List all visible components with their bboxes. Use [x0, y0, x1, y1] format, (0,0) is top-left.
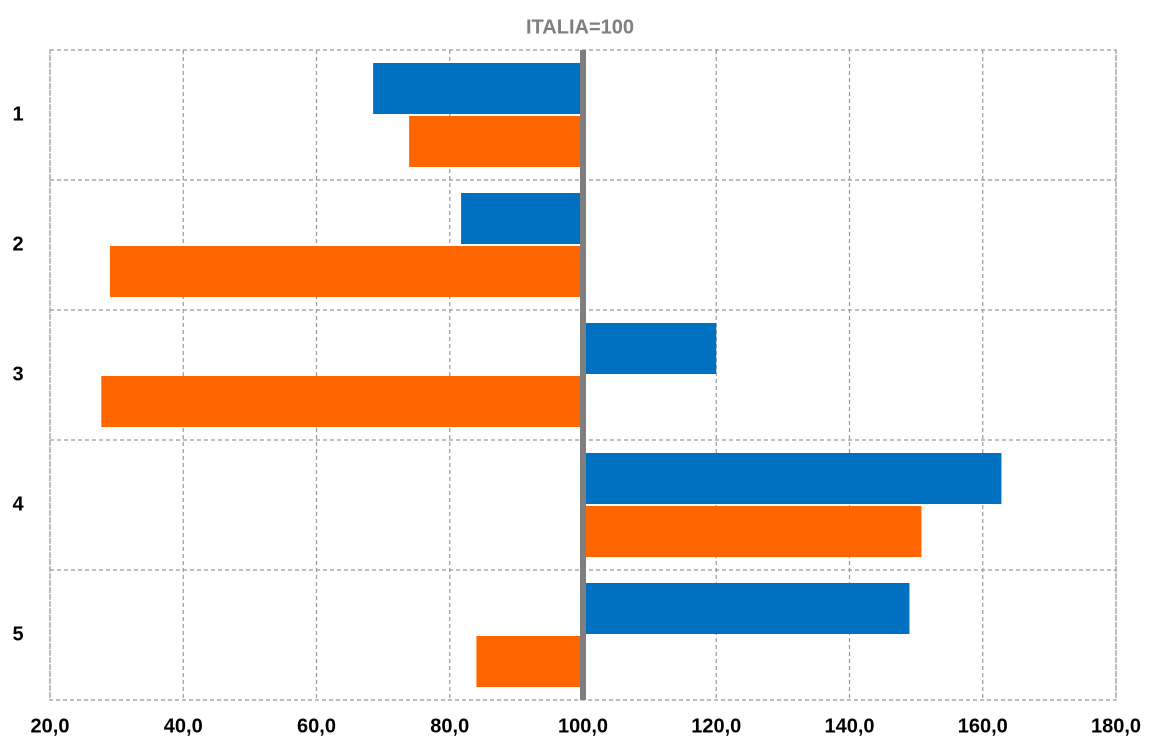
- x-tick-label: 140,0: [824, 715, 874, 737]
- x-tick-label: 100,0: [558, 715, 608, 737]
- x-tick-label: 120,0: [691, 715, 741, 737]
- x-tick-label: 180,0: [1091, 715, 1141, 737]
- y-tick-label: 1: [12, 103, 23, 125]
- bar: [373, 63, 583, 114]
- x-tick-label: 60,0: [297, 715, 336, 737]
- bar: [109, 246, 584, 297]
- bar: [101, 376, 584, 427]
- x-tick-label: 20,0: [31, 715, 70, 737]
- chart-title: ITALIA=100: [526, 16, 634, 38]
- bar: [461, 193, 583, 244]
- x-tick-label: 160,0: [958, 715, 1008, 737]
- x-tick-label: 40,0: [164, 715, 203, 737]
- bar: [409, 116, 583, 167]
- bar: [583, 506, 922, 557]
- bar: [476, 636, 583, 687]
- y-tick-label: 3: [12, 363, 23, 385]
- y-tick-label: 5: [12, 623, 23, 645]
- bar: [583, 583, 910, 634]
- y-tick-label: 4: [12, 493, 24, 515]
- bar: [583, 453, 1002, 504]
- bar: [583, 323, 717, 374]
- y-tick-label: 2: [12, 233, 23, 255]
- x-tick-label: 80,0: [430, 715, 469, 737]
